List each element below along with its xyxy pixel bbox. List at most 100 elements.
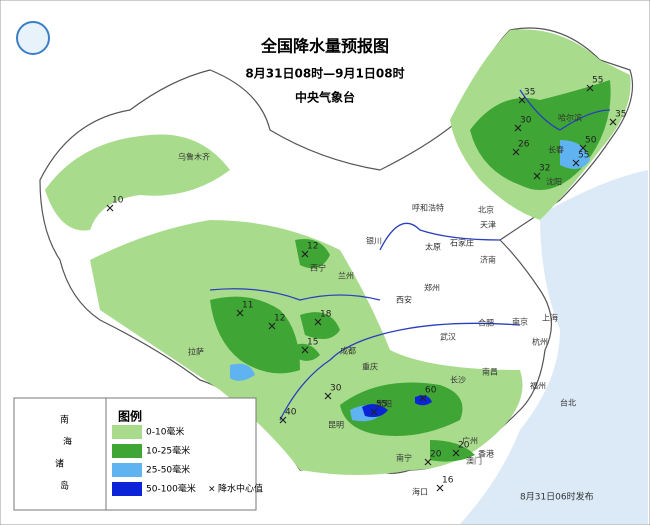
center-value: 15 [307, 338, 318, 348]
city-label: 杭州 [532, 337, 548, 347]
city-label: 成都 [340, 346, 356, 356]
center-value: 55 [592, 76, 603, 86]
center-marker [586, 84, 594, 92]
center-marker [301, 346, 309, 354]
inset-label: 海 [63, 436, 72, 448]
legend-swatch [112, 482, 142, 496]
legend-swatch [112, 463, 142, 477]
issuer: 中央气象台 [295, 90, 355, 105]
center-value: 10 [112, 196, 124, 206]
legend-label: 10-25毫米 [146, 445, 190, 457]
center-marker [370, 408, 378, 416]
city-label: 哈尔滨 [558, 113, 582, 123]
footer: 8月31日06时发布 [520, 491, 594, 503]
center-marker [268, 322, 276, 330]
city-label: 长春 [548, 145, 564, 155]
rain-area-medium [340, 382, 475, 462]
city-label: 香港 [478, 449, 494, 459]
rain-area-light [45, 134, 230, 231]
legend-center-label: 降水中心值 [218, 483, 263, 495]
legend-label: 0-10毫米 [146, 426, 184, 438]
inset-frame [13, 397, 107, 511]
center-marker [518, 96, 526, 104]
city-label: 天津 [480, 220, 496, 230]
center-marker [236, 309, 244, 317]
rain-area-medium [210, 296, 300, 374]
period: 8月31日08时—9月1日08时 [245, 66, 404, 81]
x: × [208, 485, 216, 495]
city-label: 兰州 [338, 271, 354, 281]
center-marker [514, 124, 522, 132]
city-label: 南昌 [482, 367, 498, 377]
center-marker [324, 392, 332, 400]
center-marker [533, 172, 541, 180]
city-label: 银川 [366, 236, 382, 246]
city-label: 北京 [478, 205, 494, 215]
river [209, 89, 611, 421]
center-value: 55 [578, 151, 589, 161]
center-value: 35 [524, 88, 535, 98]
title: 全国降水量预报图 [260, 37, 389, 56]
city-label: 济南 [480, 255, 496, 265]
city-label: 合肥 [478, 318, 494, 328]
center-marker [436, 484, 444, 492]
center-value: 16 [442, 476, 454, 486]
legend-title: 图例 [118, 409, 142, 424]
center-marker [512, 148, 520, 156]
city-label: 郑州 [424, 283, 440, 293]
center-value: 30 [330, 384, 342, 394]
rain-area-medium [295, 239, 340, 361]
center-marker [419, 394, 427, 402]
center-value: 50 [585, 136, 597, 146]
city-label: 海口 [412, 487, 428, 497]
city-label: 武汉 [440, 332, 456, 342]
center-marker [452, 449, 460, 457]
city-label: 长沙 [450, 375, 466, 385]
center-marker [301, 250, 309, 258]
center-marker [424, 458, 432, 466]
city-label: 南宁 [396, 453, 412, 463]
legend-label: 25-50毫米 [146, 464, 190, 476]
legend-swatch [112, 425, 142, 439]
city-label: 西宁 [310, 263, 326, 273]
legend-swatch [112, 444, 142, 458]
city-label: 沈阳 [546, 177, 562, 187]
city-label: 重庆 [362, 362, 378, 372]
center-value: 18 [320, 310, 332, 320]
city-label: 西安 [396, 295, 412, 305]
center-value: 30 [520, 116, 532, 126]
center-marker [106, 204, 114, 212]
city-label: 台北 [560, 398, 576, 408]
inset-label: 岛 [60, 480, 69, 492]
rain-area-storm [362, 395, 432, 418]
center-value: 12 [307, 242, 318, 252]
center-marker [572, 159, 580, 167]
center-value: 26 [518, 140, 530, 150]
logo [16, 21, 50, 55]
city-label: 上海 [542, 313, 558, 323]
center-value: 11 [242, 301, 253, 311]
city-label: 石家庄 [450, 238, 474, 248]
center-marker [579, 144, 587, 152]
center-value: 35 [615, 110, 626, 120]
center-value: 40 [285, 408, 297, 418]
city-label: 福州 [530, 382, 546, 391]
city-label: 拉萨 [188, 347, 204, 357]
center-marker [314, 318, 322, 326]
center-value: 12 [274, 314, 285, 324]
city-label: 呼和浩特 [412, 203, 444, 213]
center-value: 20 [430, 450, 442, 460]
city-label: 乌鲁木齐 [178, 152, 210, 162]
inset-label: 诸 [55, 459, 64, 470]
center-value: 60 [425, 386, 437, 396]
center-marker [609, 118, 617, 126]
city-label: 南京 [512, 317, 528, 327]
city-label: 太原 [425, 242, 441, 252]
center-value: 32 [539, 164, 550, 174]
sea [460, 170, 648, 524]
city-label: 昆明 [328, 421, 344, 430]
center-value: 20 [458, 441, 470, 451]
city-label: 澳门 [466, 456, 482, 466]
